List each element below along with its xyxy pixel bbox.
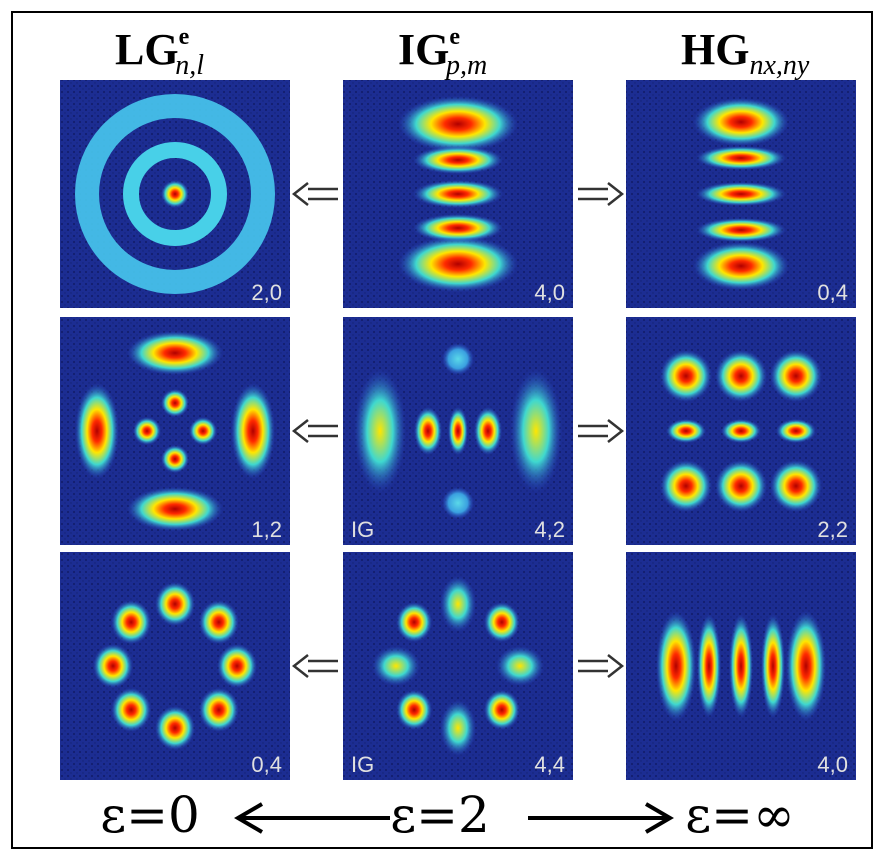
- lobe: [93, 644, 133, 688]
- header-sub: p,m: [444, 50, 487, 81]
- double-arrow: [578, 655, 622, 677]
- lobe: [696, 182, 786, 206]
- lobe: [761, 614, 785, 718]
- lobe: [372, 646, 420, 686]
- lobe: [715, 460, 767, 512]
- lobe: [161, 180, 189, 208]
- panel-label: 2,0: [251, 280, 282, 305]
- lobe: [510, 369, 562, 493]
- lobe: [656, 611, 696, 721]
- lobe: [133, 417, 161, 445]
- lobe: [440, 700, 476, 756]
- lobe: [398, 96, 518, 152]
- epsilon-label: ε=2: [390, 786, 490, 844]
- lobe: [414, 407, 442, 455]
- lobe: [696, 146, 786, 170]
- lobe: [396, 690, 432, 730]
- panel-label: 2,2: [817, 517, 848, 542]
- lobe: [127, 331, 223, 375]
- lobe: [484, 602, 520, 642]
- double-arrow: [578, 183, 622, 205]
- lobe: [660, 350, 712, 402]
- lobe: [693, 242, 789, 290]
- lobe: [776, 419, 816, 443]
- panel-label: 4,0: [817, 752, 848, 777]
- double-arrow: [294, 183, 338, 205]
- lobe: [484, 690, 520, 730]
- panel-label: 1,2: [251, 517, 282, 542]
- lobe: [729, 614, 753, 718]
- panel-tag: IG: [351, 752, 374, 777]
- figure: LGen,lIGep,mHGnx,ny2,04,00,41,24,2IG2,20…: [0, 0, 889, 853]
- arrow-right: [528, 804, 670, 832]
- lobe: [199, 688, 239, 732]
- lobe: [442, 343, 474, 375]
- lobe: [111, 600, 151, 644]
- lobe: [786, 611, 826, 721]
- lobe: [660, 460, 712, 512]
- panel-tag: IG: [351, 517, 374, 542]
- lobe: [693, 98, 789, 146]
- double-arrow: [578, 420, 622, 442]
- column-header: HGnx,ny: [681, 25, 810, 81]
- lobe: [413, 146, 503, 174]
- lobe: [448, 407, 468, 455]
- double-arrow: [294, 420, 338, 442]
- lobe: [199, 600, 239, 644]
- double-arrow: [294, 655, 338, 677]
- lobe: [715, 350, 767, 402]
- lobe: [127, 487, 223, 531]
- header-sup: e: [449, 24, 460, 50]
- lobe: [496, 646, 544, 686]
- lobe: [155, 706, 195, 750]
- header-main: IG: [398, 25, 449, 74]
- panel-label: 4,0: [534, 280, 565, 305]
- header-sup: e: [179, 24, 190, 50]
- lobe: [770, 350, 822, 402]
- lobe: [442, 487, 474, 519]
- panel-label: 0,4: [251, 752, 282, 777]
- epsilon-label: ε=∞: [685, 786, 794, 844]
- lobe: [75, 383, 119, 479]
- lobe: [474, 407, 502, 455]
- arrow-left: [238, 804, 390, 832]
- lobe: [696, 218, 786, 242]
- epsilon-label: ε=0: [100, 786, 200, 844]
- lobe: [721, 419, 761, 443]
- lobe: [413, 180, 503, 208]
- lobe: [231, 383, 275, 479]
- lobe: [697, 614, 721, 718]
- lobe: [111, 688, 151, 732]
- header-main: HG: [681, 25, 749, 74]
- lobe: [440, 576, 476, 632]
- header-main: LG: [115, 25, 179, 74]
- lobe: [155, 582, 195, 626]
- lobe: [770, 460, 822, 512]
- lobe: [398, 236, 518, 292]
- panel-label: 4,2: [534, 517, 565, 542]
- lobe: [189, 417, 217, 445]
- lobe: [354, 369, 406, 493]
- panel-label: 0,4: [817, 280, 848, 305]
- header-sub: n,l: [175, 50, 204, 81]
- lobe: [161, 445, 189, 473]
- lobe: [666, 419, 706, 443]
- header-sub: nx,ny: [749, 50, 809, 81]
- lobe: [396, 602, 432, 642]
- lobe: [217, 644, 257, 688]
- panel-label: 4,4: [534, 752, 565, 777]
- lobe: [161, 389, 189, 417]
